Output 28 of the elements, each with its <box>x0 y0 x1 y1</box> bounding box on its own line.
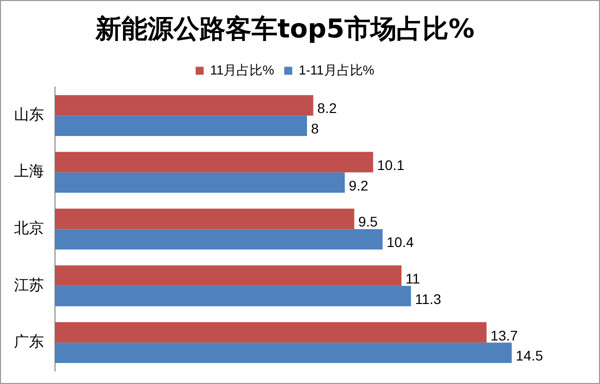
bar <box>55 229 383 250</box>
bar <box>55 265 402 286</box>
data-label: 13.7 <box>490 327 518 344</box>
bar <box>55 286 411 306</box>
y-tick-label: 江苏 <box>14 276 44 294</box>
bar <box>55 322 487 343</box>
bar <box>55 172 345 193</box>
data-label: 11.3 <box>414 290 442 307</box>
data-label: 14.5 <box>516 348 544 364</box>
bar <box>55 95 314 116</box>
chart-title: 新能源公路客车top5市场占比% <box>94 14 475 44</box>
bar <box>55 208 354 230</box>
y-tick-label: 北京 <box>14 218 44 237</box>
data-label: 9.5 <box>358 214 378 230</box>
bar <box>55 152 374 172</box>
legend-label: 11月占比% <box>210 62 275 78</box>
data-label: 11 <box>406 270 420 287</box>
data-label: 8 <box>311 120 319 137</box>
data-label: 10.1 <box>377 156 405 173</box>
bar <box>55 342 512 364</box>
y-tick-label: 广东 <box>14 332 44 351</box>
legend-label: 1-11月占比% <box>298 62 375 78</box>
data-label: 10.4 <box>386 234 414 250</box>
y-tick-label: 上海 <box>14 162 44 180</box>
data-label: 8.2 <box>317 100 337 116</box>
bar <box>55 116 307 136</box>
data-label: 9.2 <box>348 177 368 194</box>
y-tick-label: 山东 <box>14 105 44 124</box>
